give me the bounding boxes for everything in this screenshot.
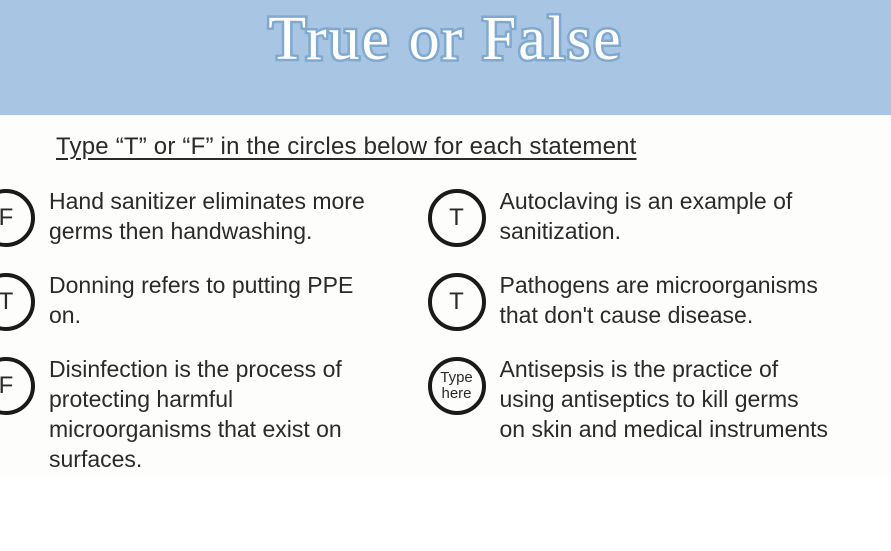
statement-text: Donning refers to putting PPE on. [49, 271, 379, 331]
statement-text: Disinfection is the process of protectin… [49, 355, 379, 475]
statement-item: Typehere Antisepsis is the practice of u… [428, 355, 852, 475]
page-title: True or False True or False [268, 8, 622, 70]
statement-text: Antisepsis is the practice of using anti… [500, 355, 830, 445]
statement-item: T Donning refers to putting PPE on. [0, 271, 424, 331]
answer-value: T [449, 290, 464, 314]
answer-value: T [449, 206, 464, 230]
answer-circle-2[interactable]: T [428, 189, 486, 247]
statement-text: Pathogens are microorganisms that don't … [500, 271, 830, 331]
answer-circle-1[interactable]: F [0, 189, 35, 247]
statement-text: Hand sanitizer eliminates more germs the… [49, 187, 379, 247]
statement-item: T Pathogens are microorganisms that don'… [428, 271, 852, 331]
answer-circle-3[interactable]: T [0, 273, 35, 331]
statements-grid: F Hand sanitizer eliminates more germs t… [0, 187, 851, 475]
answer-circle-4[interactable]: T [428, 273, 486, 331]
statement-item: F Disinfection is the process of protect… [0, 355, 424, 475]
answer-placeholder: Typehere [440, 370, 473, 402]
answer-value: T [0, 290, 13, 314]
answer-value: F [0, 374, 13, 398]
answer-value: F [0, 206, 13, 230]
instructions-text: Type “T” or “F” in the circles below for… [56, 133, 851, 161]
header-banner: True or False True or False [0, 0, 891, 115]
answer-circle-6[interactable]: Typehere [428, 357, 486, 415]
content-area: Type “T” or “F” in the circles below for… [0, 115, 891, 475]
statement-text: Autoclaving is an example of sanitizatio… [500, 187, 830, 247]
title-fill: True or False [268, 5, 622, 73]
statement-item: T Autoclaving is an example of sanitizat… [428, 187, 852, 247]
statement-item: F Hand sanitizer eliminates more germs t… [0, 187, 424, 247]
answer-circle-5[interactable]: F [0, 357, 35, 415]
